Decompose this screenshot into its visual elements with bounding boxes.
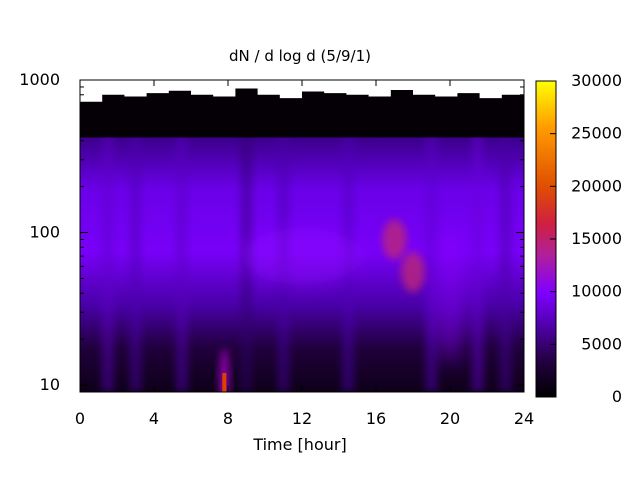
heatmap-feature — [219, 348, 230, 392]
heatmap-feature — [242, 228, 362, 285]
heatmap-streak — [101, 120, 114, 392]
x-axis: 0 4 8 12 16 20 24 — [75, 80, 534, 428]
x-tick-label: 4 — [149, 409, 159, 428]
y-tick-label: 10 — [40, 375, 60, 394]
colorbar-tick-label: 15000 — [571, 229, 622, 248]
x-tick-label: 20 — [440, 409, 460, 428]
heatmap-streak — [499, 120, 512, 392]
colorbar-axis: 0 5000 10000 15000 20000 25000 30000 — [550, 71, 622, 406]
x-tick-label: 0 — [75, 409, 85, 428]
colorbar-tick-label: 30000 — [571, 71, 622, 90]
colorbar-tick-label: 10000 — [571, 282, 622, 301]
heatmap-streak — [425, 120, 438, 392]
heatmap-streak — [175, 120, 188, 392]
y-axis: 10 100 1000 — [19, 70, 524, 394]
y-tick-label: 1000 — [19, 70, 60, 89]
colorbar-tick-label: 0 — [612, 387, 622, 406]
colorbar-tick-label: 5000 — [581, 334, 622, 353]
y-tick-label: 100 — [29, 223, 60, 242]
heatmap-streak — [471, 120, 484, 392]
chart-title: dN / d log d (5/9/1) — [229, 47, 371, 65]
heatmap-plot-area — [80, 80, 524, 392]
heatmap-feature — [382, 219, 407, 260]
x-axis-label: Time [hour] — [252, 435, 346, 454]
x-tick-label: 8 — [223, 409, 233, 428]
heatmap-feature — [401, 252, 425, 293]
x-tick-label: 24 — [514, 409, 534, 428]
colorbar-tick-label: 25000 — [571, 124, 622, 143]
colorbar-tick-label: 20000 — [571, 176, 622, 195]
x-tick-label: 12 — [292, 409, 312, 428]
no-data-region — [80, 80, 524, 102]
heatmap-streak — [129, 120, 142, 392]
x-tick-label: 16 — [366, 409, 386, 428]
heatmap-band — [434, 223, 466, 364]
